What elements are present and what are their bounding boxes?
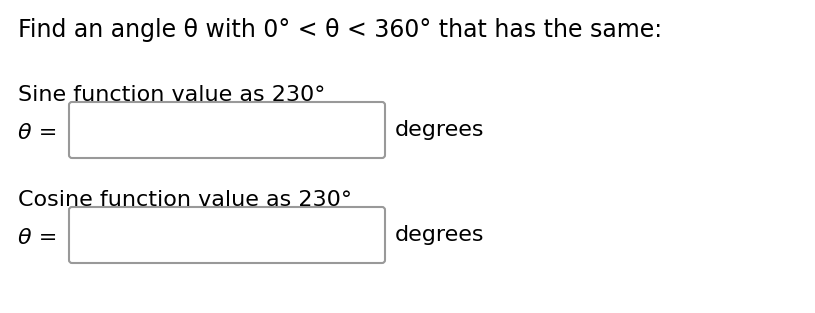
FancyBboxPatch shape [69, 102, 385, 158]
Text: Sine function value as 230°: Sine function value as 230° [18, 85, 325, 105]
FancyBboxPatch shape [69, 207, 385, 263]
Text: degrees: degrees [395, 225, 484, 245]
Text: Cosine function value as 230°: Cosine function value as 230° [18, 190, 352, 210]
Text: θ =: θ = [18, 123, 57, 143]
Text: Find an angle θ with 0° < θ < 360° that has the same:: Find an angle θ with 0° < θ < 360° that … [18, 18, 662, 42]
Text: θ =: θ = [18, 228, 57, 248]
Text: degrees: degrees [395, 120, 484, 140]
